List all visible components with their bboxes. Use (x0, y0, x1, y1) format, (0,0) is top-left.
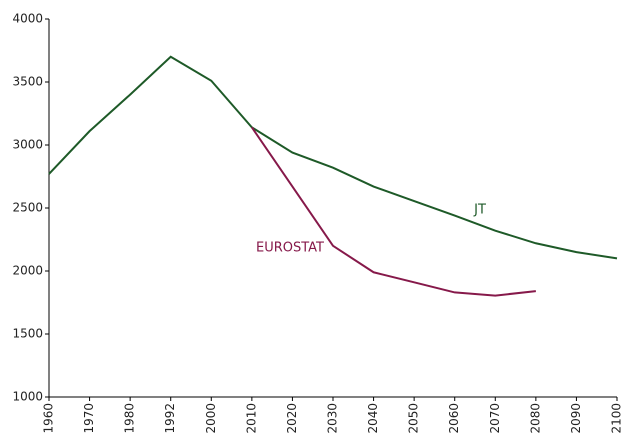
x-tick-label: 2090 (569, 403, 583, 434)
series-line (48, 55, 618, 260)
x-tick-label: 1992 (163, 403, 177, 434)
x-tick-label: 2000 (204, 403, 218, 434)
x-tick-label: 1980 (123, 403, 137, 434)
x-tick-label: 2100 (610, 403, 624, 434)
x-tick-label: 1960 (42, 403, 56, 434)
x-tick-label: 2010 (244, 403, 258, 434)
x-tick-label: 1970 (82, 403, 96, 434)
x-tick-label: 2060 (447, 403, 461, 434)
y-tick-label: 1000 (12, 390, 43, 404)
y-tick-label: 3000 (12, 138, 43, 152)
y-tick-label: 2000 (12, 264, 43, 278)
series-label: JT (473, 203, 486, 218)
series-label: EUROSTAT (256, 241, 324, 256)
x-tick-label: 2020 (285, 403, 299, 434)
x-tick-label: 2030 (326, 403, 340, 434)
series-line (251, 126, 536, 297)
x-tick-label: 2040 (366, 403, 380, 434)
y-tick-label: 1500 (12, 327, 43, 341)
y-tick-label: 4000 (12, 12, 43, 26)
x-tick-label: 2050 (407, 403, 421, 434)
x-tick-label: 2070 (488, 403, 502, 434)
y-tick-label: 3500 (12, 75, 43, 89)
x-tick-label: 2080 (528, 403, 542, 434)
y-tick-label: 2500 (12, 201, 43, 215)
